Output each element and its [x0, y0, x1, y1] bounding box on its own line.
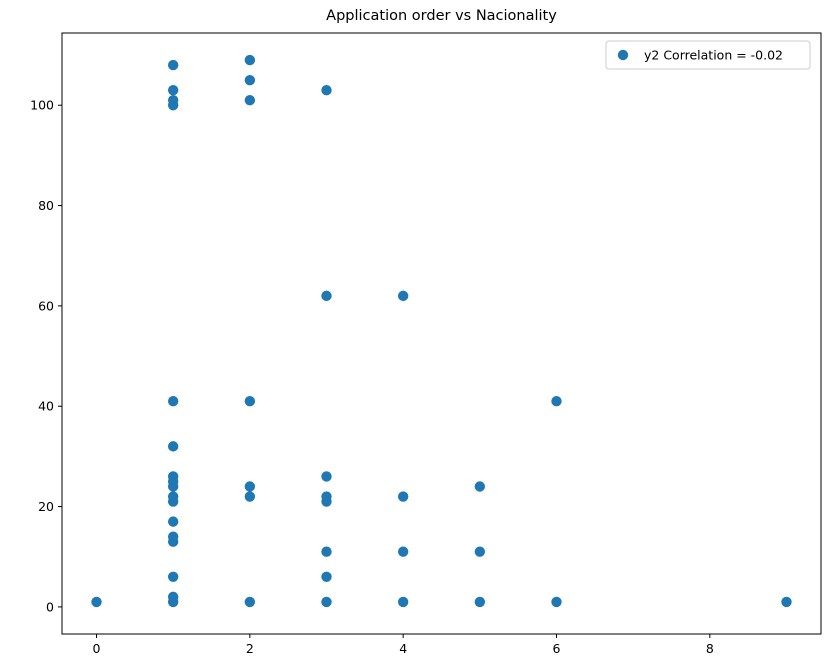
data-point: [167, 95, 179, 106]
data-point: [91, 596, 102, 608]
data-point: [321, 290, 332, 302]
legend-marker: [617, 49, 629, 61]
y-tick-label: 40: [38, 399, 54, 414]
data-point: [244, 481, 256, 492]
x-tick-label: 2: [246, 641, 254, 656]
data-point: [397, 290, 409, 302]
data-point: [397, 491, 409, 502]
y-axis: 0 20 40 60 80 100: [30, 98, 62, 614]
x-tick-label: 0: [93, 641, 101, 656]
y-tick-label: 100: [30, 98, 54, 113]
data-point: [244, 396, 256, 407]
x-axis: 0 2 4 6 8: [93, 634, 714, 656]
data-point: [167, 84, 179, 96]
data-point: [244, 491, 256, 502]
data-point: [321, 491, 332, 502]
y-tick-label: 0: [46, 599, 54, 614]
data-point: [167, 59, 179, 71]
axes-spines: [61, 32, 822, 635]
data-point: [244, 54, 256, 66]
data-point: [167, 531, 179, 542]
data-point: [474, 596, 486, 608]
data-point: [397, 546, 409, 557]
data-point: [244, 596, 256, 608]
data-point: [167, 571, 179, 583]
data-point: [167, 516, 179, 527]
data-point: [167, 491, 179, 502]
x-tick-label: 8: [706, 641, 714, 656]
data-point: [321, 546, 332, 557]
data-point: [321, 571, 332, 583]
data-point: [321, 471, 332, 482]
y-tick-label: 20: [38, 499, 54, 514]
x-tick-label: 4: [399, 641, 407, 656]
data-point: [167, 471, 179, 482]
data-point: [551, 596, 562, 608]
data-point: [474, 546, 486, 557]
data-point: [397, 596, 409, 608]
data-point: [474, 481, 486, 492]
points-layer: [91, 54, 792, 608]
y-tick-label: 80: [38, 198, 54, 213]
axes-frame: [61, 32, 822, 635]
plot-area: [62, 33, 821, 634]
data-point: [167, 396, 179, 407]
data-point: [321, 596, 332, 608]
plot-background: [62, 33, 821, 634]
x-tick-label: 6: [553, 641, 561, 656]
chart-title: Application order vs Nacionality: [326, 8, 557, 24]
data-point: [781, 596, 792, 608]
legend-box: [605, 40, 811, 70]
data-point: [244, 95, 256, 106]
data-point: [244, 74, 256, 86]
legend: y2 Correlation = -0.02: [605, 40, 811, 70]
data-point: [551, 396, 562, 407]
legend-label: y2 Correlation = -0.02: [644, 48, 783, 63]
data-point: [321, 84, 332, 96]
y-tick-label: 60: [38, 298, 54, 313]
data-point: [167, 441, 179, 452]
data-point: [167, 591, 179, 603]
